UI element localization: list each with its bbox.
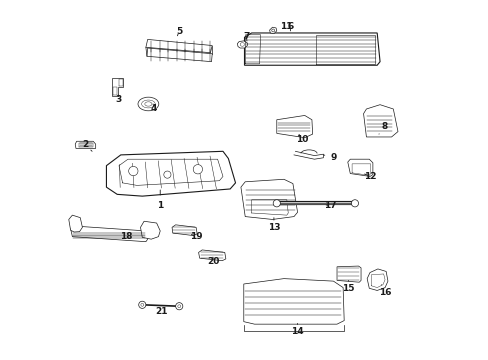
Text: 5: 5 (176, 27, 182, 36)
Text: 17: 17 (324, 201, 336, 210)
Ellipse shape (138, 97, 159, 111)
Text: 7: 7 (243, 32, 249, 41)
Circle shape (141, 303, 143, 306)
Polygon shape (244, 33, 379, 65)
Ellipse shape (142, 100, 155, 108)
Text: 10: 10 (295, 134, 307, 144)
Text: 2: 2 (81, 140, 92, 151)
Circle shape (139, 301, 145, 309)
Polygon shape (140, 221, 160, 239)
Polygon shape (244, 279, 344, 324)
Text: 1: 1 (157, 190, 163, 210)
Text: 14: 14 (291, 323, 303, 336)
Circle shape (175, 303, 183, 310)
Text: 15: 15 (342, 280, 354, 293)
Text: 19: 19 (189, 232, 202, 241)
Polygon shape (112, 78, 123, 96)
Circle shape (163, 171, 171, 178)
Text: 6: 6 (286, 22, 293, 31)
Polygon shape (336, 266, 360, 282)
Polygon shape (366, 269, 387, 291)
Polygon shape (276, 116, 312, 138)
Circle shape (273, 200, 280, 207)
Text: 20: 20 (206, 257, 219, 266)
Text: 18: 18 (120, 232, 132, 241)
Text: 21: 21 (155, 307, 167, 316)
Polygon shape (198, 250, 225, 261)
Polygon shape (145, 40, 212, 53)
Circle shape (178, 305, 180, 308)
Polygon shape (70, 226, 147, 242)
Circle shape (271, 29, 274, 32)
Polygon shape (269, 27, 276, 34)
Text: 13: 13 (267, 218, 280, 232)
Text: 9: 9 (323, 153, 336, 162)
Text: 3: 3 (116, 95, 122, 104)
Text: 4: 4 (151, 104, 157, 113)
Text: 8: 8 (378, 122, 387, 134)
Ellipse shape (144, 102, 152, 106)
Circle shape (128, 166, 138, 176)
Polygon shape (363, 105, 397, 137)
Circle shape (193, 165, 202, 174)
Polygon shape (237, 41, 247, 48)
Polygon shape (147, 48, 212, 62)
Polygon shape (347, 159, 372, 176)
Polygon shape (75, 141, 96, 148)
Polygon shape (241, 179, 297, 220)
Circle shape (351, 200, 358, 207)
Polygon shape (172, 225, 197, 235)
Text: 12: 12 (363, 172, 375, 181)
Polygon shape (106, 151, 235, 196)
Text: 11: 11 (280, 22, 292, 31)
Text: 16: 16 (378, 285, 390, 297)
Polygon shape (69, 215, 82, 232)
